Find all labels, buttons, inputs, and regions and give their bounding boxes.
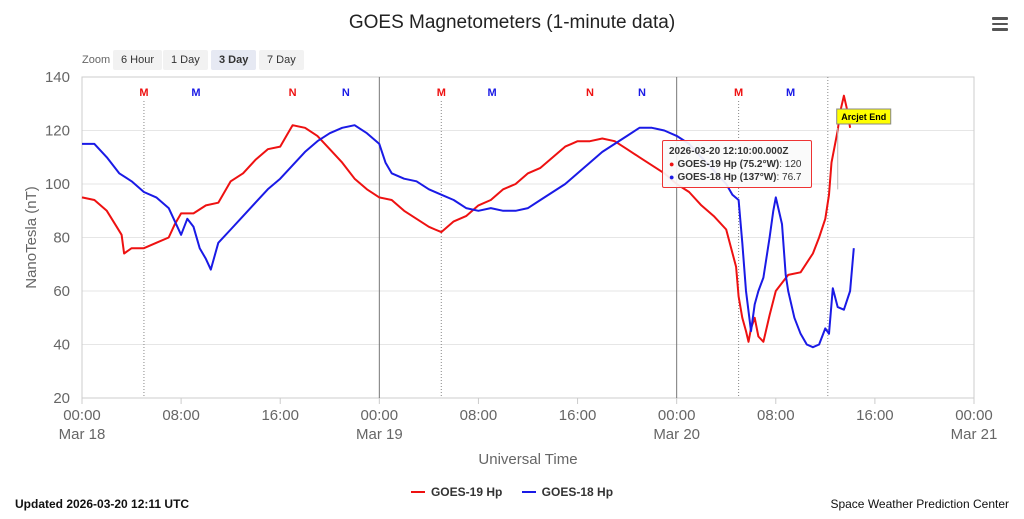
updated-timestamp: Updated 2026-03-20 12:11 UTC: [15, 497, 190, 511]
x-tick-date-label: Mar 19: [356, 426, 403, 443]
flag-label: Arcjet End: [841, 112, 886, 122]
tooltip-row2-label: GOES-18 Hp (137°W): [677, 172, 777, 183]
y-tick-label: 100: [45, 176, 70, 193]
local-time-marker: M: [487, 87, 496, 99]
local-time-marker: N: [638, 87, 646, 99]
tooltip-time: 2026-03-20 12:10:00.000Z: [669, 146, 789, 157]
legend-label-goes18: GOES-18 Hp: [541, 485, 614, 499]
zoom-label: Zoom: [82, 54, 111, 66]
x-tick-label: 00:00: [361, 407, 399, 424]
plot-area-border: [81, 76, 975, 399]
x-tick-date-label: Mar 18: [59, 426, 106, 443]
local-time-marker: M: [437, 87, 446, 99]
y-tick-label: 40: [53, 337, 70, 354]
data-tooltip: 2026-03-20 12:10:00.000Z ● GOES-19 Hp (75…: [662, 140, 812, 188]
zoom-3-day-button[interactable]: 3 Day: [211, 50, 257, 70]
local-time-marker: N: [586, 87, 594, 99]
chart-title: GOES Magnetometers (1-minute data): [348, 12, 676, 33]
tooltip-row1-value: 120: [784, 159, 802, 170]
source-credit[interactable]: Space Weather Prediction Center: [830, 497, 1009, 511]
x-tick-label: 08:00: [460, 407, 498, 424]
tooltip-row1-label: GOES-19 Hp (75.2°W): [677, 159, 780, 170]
tooltip-row2-value: 76.7: [782, 172, 802, 183]
hamburger-menu-icon[interactable]: [990, 14, 1010, 34]
series-line-goes18: [82, 124, 855, 349]
x-tick-label: 08:00: [757, 407, 795, 424]
local-time-marker: M: [786, 87, 795, 99]
legend-swatch-goes18: [521, 491, 536, 493]
y-tick-label: 20: [53, 390, 70, 407]
y-tick-label: 140: [45, 69, 70, 86]
flag-box: [836, 108, 892, 125]
local-time-marker: M: [139, 87, 148, 99]
zoom-1-day-button[interactable]: 1 Day: [163, 50, 208, 70]
legend-swatch-goes19: [410, 491, 425, 493]
y-tick-label: 120: [45, 123, 70, 140]
y-axis-title: NanoTesla (nT): [23, 186, 40, 289]
local-time-marker: M: [191, 87, 200, 99]
series-line-goes19: [81, 94, 852, 343]
chart-legend: GOES-19 Hp GOES-18 Hp: [0, 482, 1024, 499]
legend-item-goes19[interactable]: GOES-19 Hp: [410, 485, 503, 499]
x-tick-date-label: Mar 20: [653, 426, 700, 443]
x-tick-date-label: Mar 21: [951, 426, 998, 443]
x-tick-label: 16:00: [856, 407, 894, 424]
x-tick-label: 16:00: [559, 407, 597, 424]
zoom-7-day-button[interactable]: 7 Day: [259, 50, 304, 70]
x-tick-label: 08:00: [162, 407, 200, 424]
local-time-marker: N: [289, 87, 297, 99]
y-tick-label: 60: [53, 283, 70, 300]
x-tick-label: 16:00: [261, 407, 299, 424]
x-tick-label: 00:00: [658, 407, 696, 424]
x-tick-label: 00:00: [63, 407, 101, 424]
legend-item-goes18[interactable]: GOES-18 Hp: [521, 485, 614, 499]
x-tick-label: 00:00: [955, 407, 993, 424]
legend-label-goes19: GOES-19 Hp: [430, 485, 503, 499]
local-time-marker: M: [734, 87, 743, 99]
y-tick-label: 80: [53, 230, 70, 247]
local-time-marker: N: [342, 87, 350, 99]
x-axis-title: Universal Time: [478, 451, 577, 468]
zoom-6-hour-button[interactable]: 6 Hour: [113, 50, 163, 70]
